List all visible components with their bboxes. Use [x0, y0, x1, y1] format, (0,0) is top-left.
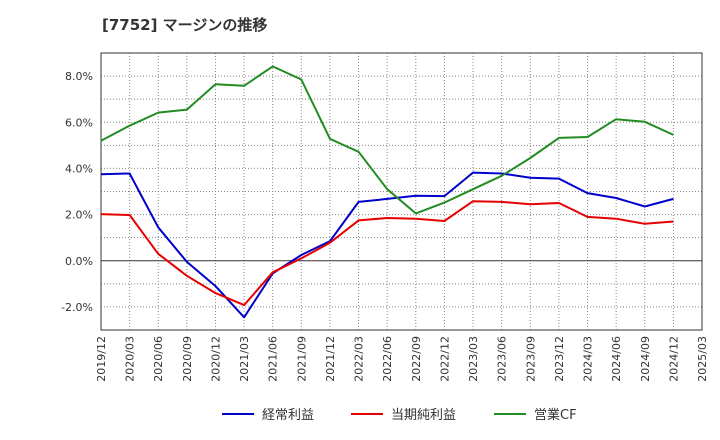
y-tick-label: 6.0% — [65, 116, 93, 129]
y-tick-label: 0.0% — [65, 255, 93, 268]
axes — [100, 52, 703, 331]
y-tick-label: -2.0% — [61, 301, 93, 314]
grid — [101, 53, 702, 330]
x-tick-label: 2021/06 — [267, 336, 280, 382]
x-tick-label: 2025/03 — [696, 336, 709, 382]
x-tick-label: 2020/09 — [181, 336, 194, 382]
x-tick-label: 2024/09 — [639, 336, 652, 382]
x-tick-label: 2019/12 — [95, 336, 108, 382]
x-tick-label: 2021/03 — [238, 336, 251, 382]
x-tick-label: 2022/09 — [410, 336, 423, 382]
legend-label: 当期純利益 — [391, 408, 456, 423]
legend-label: 経常利益 — [262, 408, 314, 423]
y-tick-label: 4.0% — [65, 162, 93, 175]
x-tick-label: 2023/03 — [467, 336, 480, 382]
x-tick-label: 2022/03 — [353, 336, 366, 382]
series-line — [100, 171, 674, 319]
x-tick-label: 2023/09 — [524, 336, 537, 382]
x-tick-label: 2020/03 — [124, 336, 137, 382]
x-tick-label: 2021/09 — [295, 336, 308, 382]
x-tick-label: 2024/12 — [667, 336, 680, 382]
series-line — [100, 65, 674, 215]
x-tick-label: 2024/03 — [582, 336, 595, 382]
x-tick-label: 2022/12 — [438, 336, 451, 382]
legend-label: 営業CF — [534, 407, 577, 423]
x-tick-label: 2023/06 — [496, 336, 509, 382]
x-tick-label: 2023/12 — [553, 336, 566, 382]
series-lines — [100, 65, 674, 319]
y-tick-label: 2.0% — [65, 209, 93, 222]
chart-title: [7752] マージンの推移 — [102, 16, 268, 34]
series-line — [100, 200, 674, 307]
x-tick-label: 2024/06 — [610, 336, 623, 382]
x-tick-label: 2020/12 — [209, 336, 222, 382]
y-axis-ticks: -2.0% 0.0% 2.0% 4.0% 6.0% 8.0% — [61, 70, 93, 314]
x-tick-label: 2022/06 — [381, 336, 394, 382]
y-tick-label: 8.0% — [65, 70, 93, 83]
x-axis-ticks: 2019/12 2020/03 2020/06 2020/09 2020/12 2021/… — [95, 336, 709, 382]
plot-frame — [100, 52, 703, 331]
legend: 経常利益 当期純利益 営業CF — [222, 407, 577, 423]
x-tick-label: 2020/06 — [152, 336, 165, 382]
x-tick-label: 2021/12 — [324, 336, 337, 382]
